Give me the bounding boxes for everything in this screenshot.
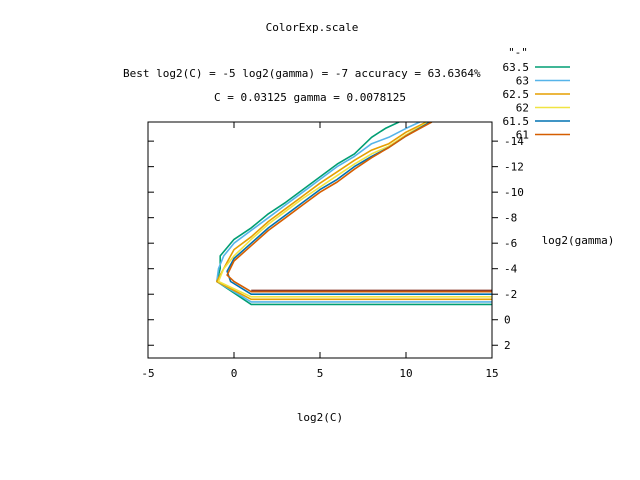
x-axis-label: log2(C) — [297, 411, 343, 424]
x-axis: -5 0 5 10 15 — [141, 122, 499, 380]
series-line-2 — [216, 122, 492, 301]
legend-label: 63.5 — [503, 61, 530, 74]
series-line-5 — [226, 122, 492, 293]
y-tick-label: -4 — [504, 263, 518, 276]
legend-label: 63 — [516, 75, 529, 88]
y-axis-label: log2(gamma) — [542, 234, 615, 247]
chart-title: ColorExp.scale — [266, 21, 359, 34]
x-tick-label: 0 — [231, 367, 238, 380]
legend-label: 62.5 — [503, 88, 530, 101]
y-tick-label: -14 — [504, 135, 524, 148]
y-tick-label: -2 — [504, 288, 517, 301]
y-axis: -14 -12 -10 -8 -6 -4 -2 0 2 — [148, 135, 524, 352]
y-tick-label: -6 — [504, 237, 517, 250]
y-tick-label: 0 — [504, 314, 511, 327]
series-line-0 — [216, 122, 492, 306]
chart-subtitle-line1: Best log2(C) = -5 log2(gamma) = -7 accur… — [123, 67, 481, 80]
x-tick-label: -5 — [141, 367, 154, 380]
series-line-1 — [216, 122, 492, 303]
legend-label: 61 — [516, 129, 529, 142]
plot-frame — [147, 121, 493, 359]
x-tick-label: 5 — [317, 367, 324, 380]
x-tick-label: 15 — [485, 367, 498, 380]
y-tick-label: -10 — [504, 186, 524, 199]
series-line-3 — [217, 122, 492, 298]
legend-label: 61.5 — [503, 115, 530, 128]
legend-title: "-" — [508, 46, 528, 59]
x-tick-label: 10 — [399, 367, 412, 380]
legend-label: 62 — [516, 102, 529, 115]
y-tick-label: -8 — [504, 212, 517, 225]
chart-subtitle-line2: C = 0.03125 gamma = 0.0078125 — [214, 91, 406, 104]
y-tick-label: 2 — [504, 339, 511, 352]
series-layer — [216, 122, 492, 306]
y-tick-label: -12 — [504, 161, 524, 174]
